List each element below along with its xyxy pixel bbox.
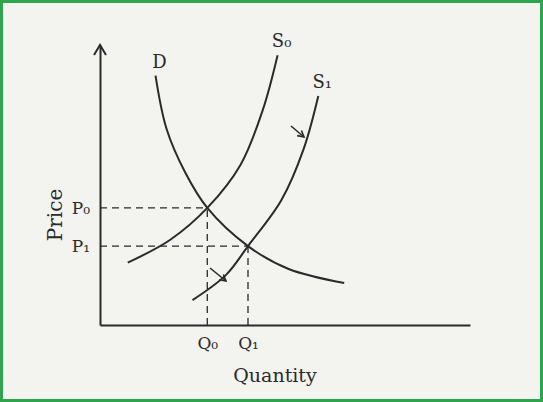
tick: P₁ (72, 236, 100, 256)
curve-label: S₀ (272, 30, 292, 51)
arrow-head (297, 130, 304, 137)
tick: P₀ (72, 198, 100, 218)
curve (128, 55, 278, 262)
x-axis: Q₀ Q₁ (101, 325, 471, 353)
frame (2, 2, 542, 401)
plot-area (100, 55, 344, 325)
tick-label: P₁ (72, 236, 90, 256)
curve-label: S₁ (313, 71, 333, 92)
tick-label: P₀ (72, 198, 90, 218)
tick: Q₁ (238, 325, 259, 353)
axis-line (100, 46, 102, 326)
shift-arrow (291, 126, 304, 137)
chart: P₀ P₁ Q₀ Q₁ Quantity Price D S₀ S₁ (0, 0, 543, 402)
guide-line (207, 208, 208, 325)
y-axis-title: Price (43, 189, 67, 241)
guide-line (100, 207, 207, 208)
shift-arrow (210, 268, 226, 281)
guide-line (247, 246, 248, 325)
curve-label: D (152, 51, 166, 72)
arrow-head (219, 275, 226, 281)
arrow-shaft (291, 126, 304, 137)
arrow-shaft (210, 268, 226, 281)
y-axis: P₀ P₁ (72, 46, 101, 326)
guide-line (100, 245, 248, 246)
tick-label: Q₀ (197, 333, 218, 353)
curve (193, 96, 319, 300)
axis-arrow (94, 45, 106, 55)
tick: Q₀ (197, 325, 218, 353)
x-axis-title: Quantity (233, 364, 317, 386)
axis-line (101, 325, 471, 327)
tick-label: Q₁ (238, 333, 259, 353)
